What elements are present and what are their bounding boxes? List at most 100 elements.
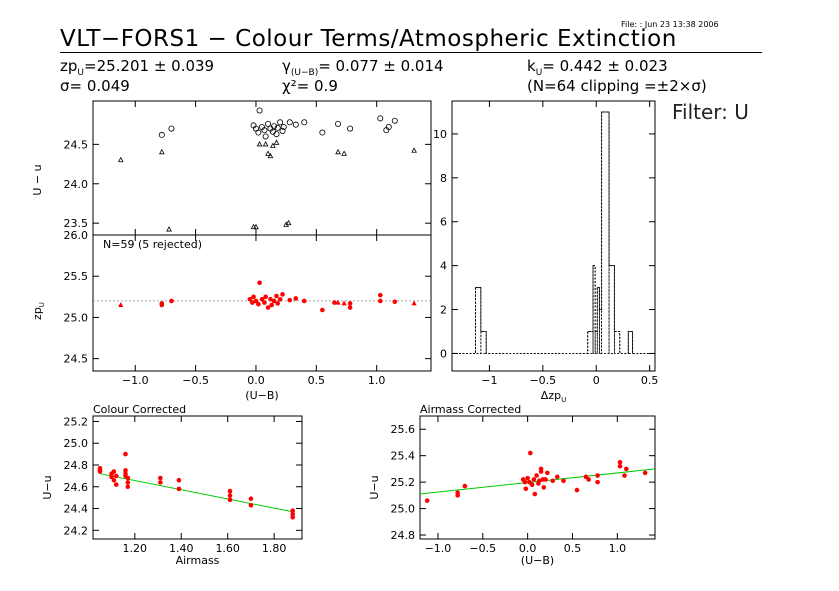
zp-value: =25.201 ± 0.039 (84, 57, 215, 75)
file-timestamp: File: : Jun 23 13:38 2006 (621, 20, 719, 29)
top-scatter-point (166, 226, 172, 232)
histogram-bar (601, 111, 610, 354)
zp-scatter-xtick-label: 0.5 (308, 374, 326, 387)
sigma-stat: σ= 0.049 (60, 77, 130, 95)
histogram-xlabel-sub: U (561, 396, 566, 404)
zp-scatter-xtick-label: 0.0 (247, 374, 265, 387)
airmass-corrected-point (545, 470, 550, 476)
zp-scatter-point (268, 296, 273, 302)
colour-corrected-ytick-label: 24.8 (64, 459, 89, 472)
histogram-step-line (452, 111, 655, 354)
histogram-bar (608, 265, 615, 354)
airmass-corrected-xlabel: (U−B) (521, 554, 554, 567)
colour-corrected-point (227, 493, 233, 498)
colour-corrected-point (248, 502, 254, 508)
colour-corrected-xtick-label: 1.80 (262, 542, 287, 555)
histogram-ytick-label: 0 (440, 347, 447, 360)
zp-scatter-point (277, 296, 283, 302)
colour-corrected-ytick-label: 25.0 (64, 437, 89, 450)
colour-corrected-xtick-label: 1.40 (169, 542, 194, 555)
gamma-stat: γ(U−B)= 0.077 ± 0.014 (282, 57, 444, 78)
airmass-corrected-point (595, 473, 600, 478)
colour-corrected-ytick-label: 24.6 (64, 481, 89, 494)
airmass-corrected-xtick-label: 0.0 (519, 542, 537, 555)
zp-scatter-point (293, 296, 299, 301)
histogram-ytick-label: 8 (440, 172, 447, 185)
zp-scatter-point (341, 300, 347, 306)
colour-corrected-point (123, 451, 128, 457)
colour-corrected-point (158, 475, 163, 481)
zp-scatter-point (378, 298, 383, 304)
zp-scatter-ylabel: zpU (31, 302, 46, 320)
zp-scatter-xtick-label: −0.5 (182, 374, 209, 387)
airmass-corrected-point (543, 477, 548, 482)
top-scatter-point (274, 124, 281, 131)
chi-stat: χ²= 0.9 (282, 77, 338, 95)
histogram-frame (451, 100, 656, 372)
airmass-corrected-point (529, 482, 535, 488)
airmass-corrected-point (532, 491, 538, 497)
top-scatter-point (158, 148, 165, 155)
top-scatter-ytick-label: 24.5 (64, 138, 89, 151)
zp-scatter-point (287, 297, 293, 303)
zp-scatter-point (118, 302, 124, 308)
top-scatter-ylabel: U − u (31, 164, 44, 195)
top-scatter-point (273, 139, 280, 145)
colour-corrected-point (123, 468, 128, 473)
colour-corrected-point (176, 477, 182, 483)
airmass-corrected-point (522, 479, 528, 485)
airmass-corrected-ytick-label: 25.2 (391, 476, 416, 489)
airmass-corrected-point (462, 483, 468, 489)
histogram-bar (627, 331, 633, 354)
gamma-value: = 0.077 ± 0.014 (318, 57, 444, 75)
colour-corrected-point (290, 514, 296, 520)
top-scatter-point (279, 127, 286, 134)
zp-scatter-point (257, 280, 262, 286)
top-scatter-point (265, 120, 272, 127)
top-scatter-point (319, 129, 326, 136)
colour-corrected-point (109, 474, 114, 480)
top-scatter-point (411, 147, 417, 153)
zp-scatter-point (301, 298, 307, 304)
airmass-corrected-point (528, 450, 533, 456)
top-scatter-point (256, 141, 263, 147)
top-scatter-point (265, 150, 271, 156)
airmass-corrected-point (523, 486, 529, 492)
histogram-xtick-label: 0 (593, 374, 600, 387)
airmass-corrected-frame (419, 415, 656, 540)
histogram-bar (475, 287, 482, 354)
gamma-sub: (U−B) (290, 68, 319, 78)
airmass-corrected-point (534, 473, 539, 478)
zp-scatter-point (253, 298, 259, 304)
colour-corrected-ytick-label: 25.2 (64, 415, 89, 428)
airmass-corrected-ytick-label: 25.6 (391, 423, 416, 436)
histogram-ytick-label: 6 (440, 216, 447, 229)
colour-corrected-point (113, 482, 119, 487)
airmass-corrected-point (536, 478, 542, 484)
airmass-corrected-point (617, 463, 623, 469)
zp-scatter-point (347, 305, 353, 310)
airmass-corrected-point (642, 470, 648, 476)
top-scatter-point (292, 121, 299, 128)
histogram-xlabel: ΔzpU (541, 389, 566, 404)
histogram-xtick-label: −0.5 (529, 374, 556, 387)
zp-scatter-point (256, 301, 261, 307)
colour-corrected-title: Colour Corrected (93, 403, 186, 416)
airmass-corrected-xtick-label: −0.5 (469, 542, 496, 555)
zp-scatter-point (269, 302, 274, 308)
top-scatter-point (273, 131, 280, 138)
airmass-corrected-point (586, 477, 591, 482)
zp-scatter-point (262, 300, 267, 305)
top-scatter-point (262, 133, 269, 140)
zp-scatter-ytick-label: 25.5 (64, 270, 89, 283)
colour-corrected-point (111, 469, 117, 474)
histogram-bar (594, 331, 598, 354)
top-scatter-point (391, 117, 398, 124)
histogram-bar (587, 331, 594, 354)
zp-scatter-ylabel-sub: U (38, 302, 46, 307)
histogram-bar (599, 309, 602, 354)
colour-corrected-ylabel: U−u (41, 475, 54, 499)
airmass-corrected-point (617, 459, 623, 465)
histogram-bar (592, 265, 596, 354)
k-sub: U (535, 68, 543, 78)
